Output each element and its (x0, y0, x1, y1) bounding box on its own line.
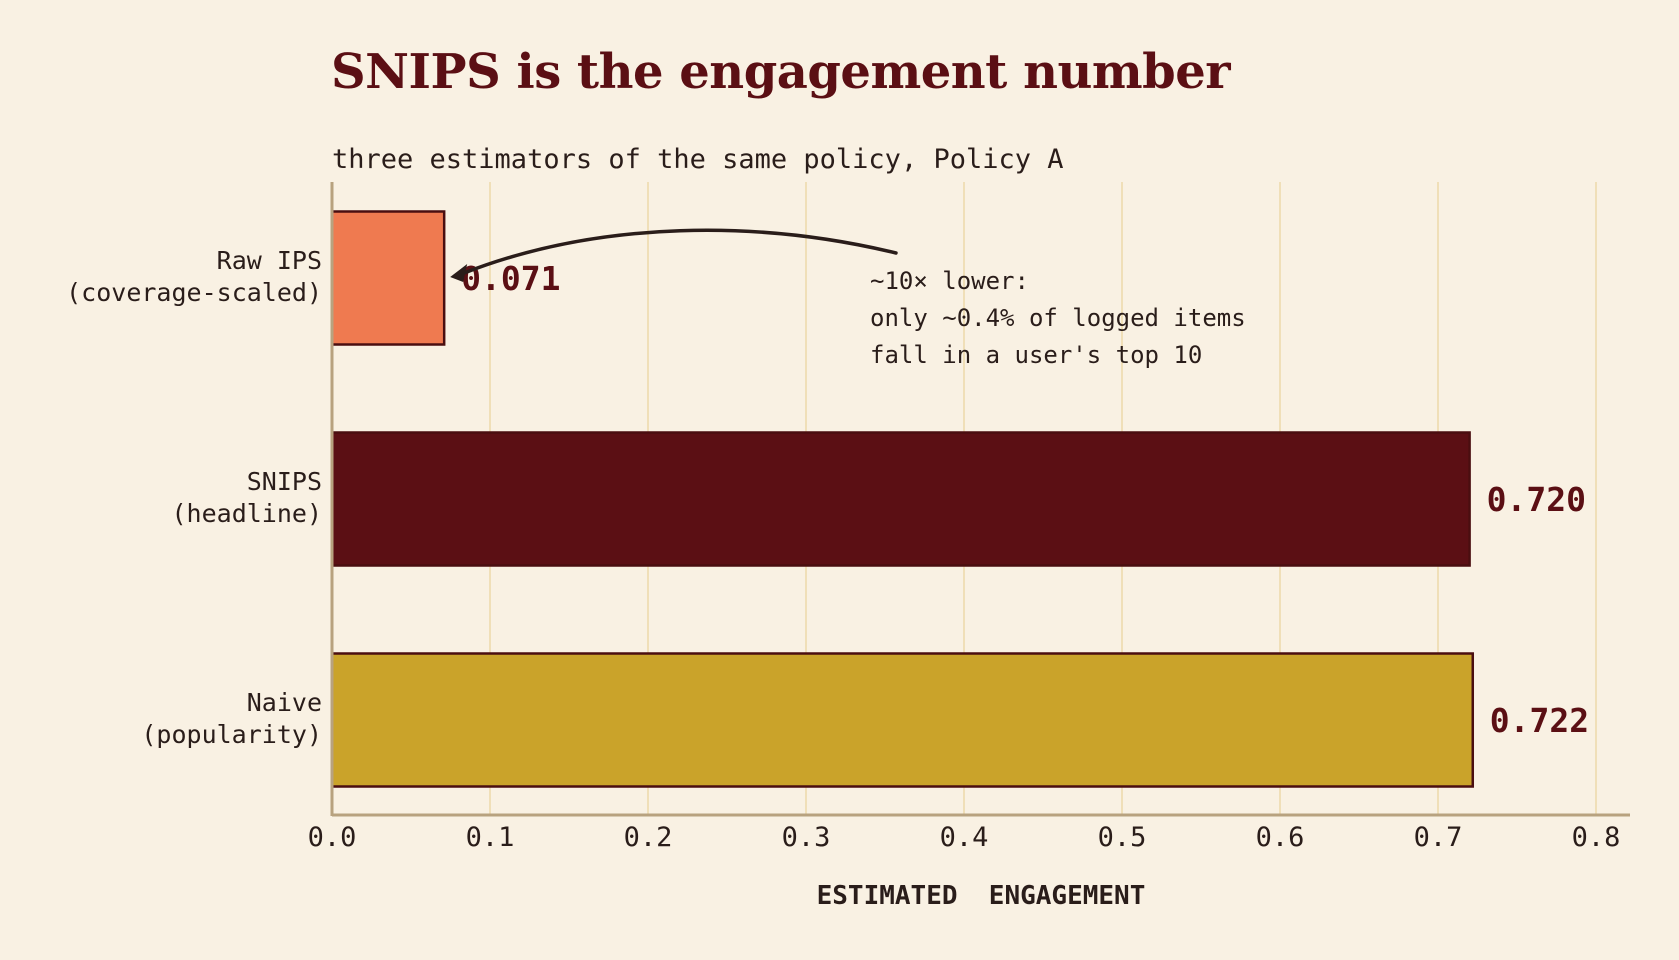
annotation-arrowhead (450, 264, 468, 282)
value-label-0: 0.071 (461, 259, 560, 298)
annotation-text: ~10× lower: only ~0.4% of logged items fal… (870, 267, 1246, 369)
x-tick-label-2: 0.2 (624, 822, 673, 853)
x-tick-label-4: 0.4 (940, 822, 989, 853)
annotation-arrow (462, 228, 898, 275)
x-tick-label-8: 0.8 (1572, 822, 1621, 853)
labels: 0.0 0.1 0.2 0.3 0.4 0.5 0.6 0.7 0.8 Raw IPS (cover… (66, 246, 1620, 853)
bar-1 (330, 431, 1471, 567)
annotation: ~10× lower: only ~0.4% of logged items fal… (450, 228, 1246, 369)
x-tick-label-6: 0.6 (1256, 822, 1305, 853)
category-label-2: Naive (popularity) (141, 688, 322, 749)
bar-2 (330, 652, 1475, 788)
x-tick-label-5: 0.5 (1098, 822, 1147, 853)
value-label-1: 0.720 (1487, 480, 1586, 519)
axes (330, 182, 1630, 817)
category-label-1: SNIPS (headline) (171, 467, 322, 528)
x-axis-title: ESTIMATED ENGAGEMENT (817, 881, 1146, 911)
chart-title: SNIPS is the engagement number (331, 44, 1231, 100)
category-label-0: Raw IPS (coverage-scaled) (66, 246, 322, 307)
bar-0 (330, 210, 446, 346)
chart-subtitle: three estimators of the same policy, Pol… (332, 144, 1064, 175)
x-tick-label-0: 0.0 (308, 822, 357, 853)
value-label-2: 0.722 (1490, 701, 1589, 740)
x-tick-label-1: 0.1 (466, 822, 515, 853)
x-tick-label-7: 0.7 (1414, 822, 1463, 853)
x-tick-label-3: 0.3 (782, 822, 831, 853)
bars (330, 210, 1475, 788)
